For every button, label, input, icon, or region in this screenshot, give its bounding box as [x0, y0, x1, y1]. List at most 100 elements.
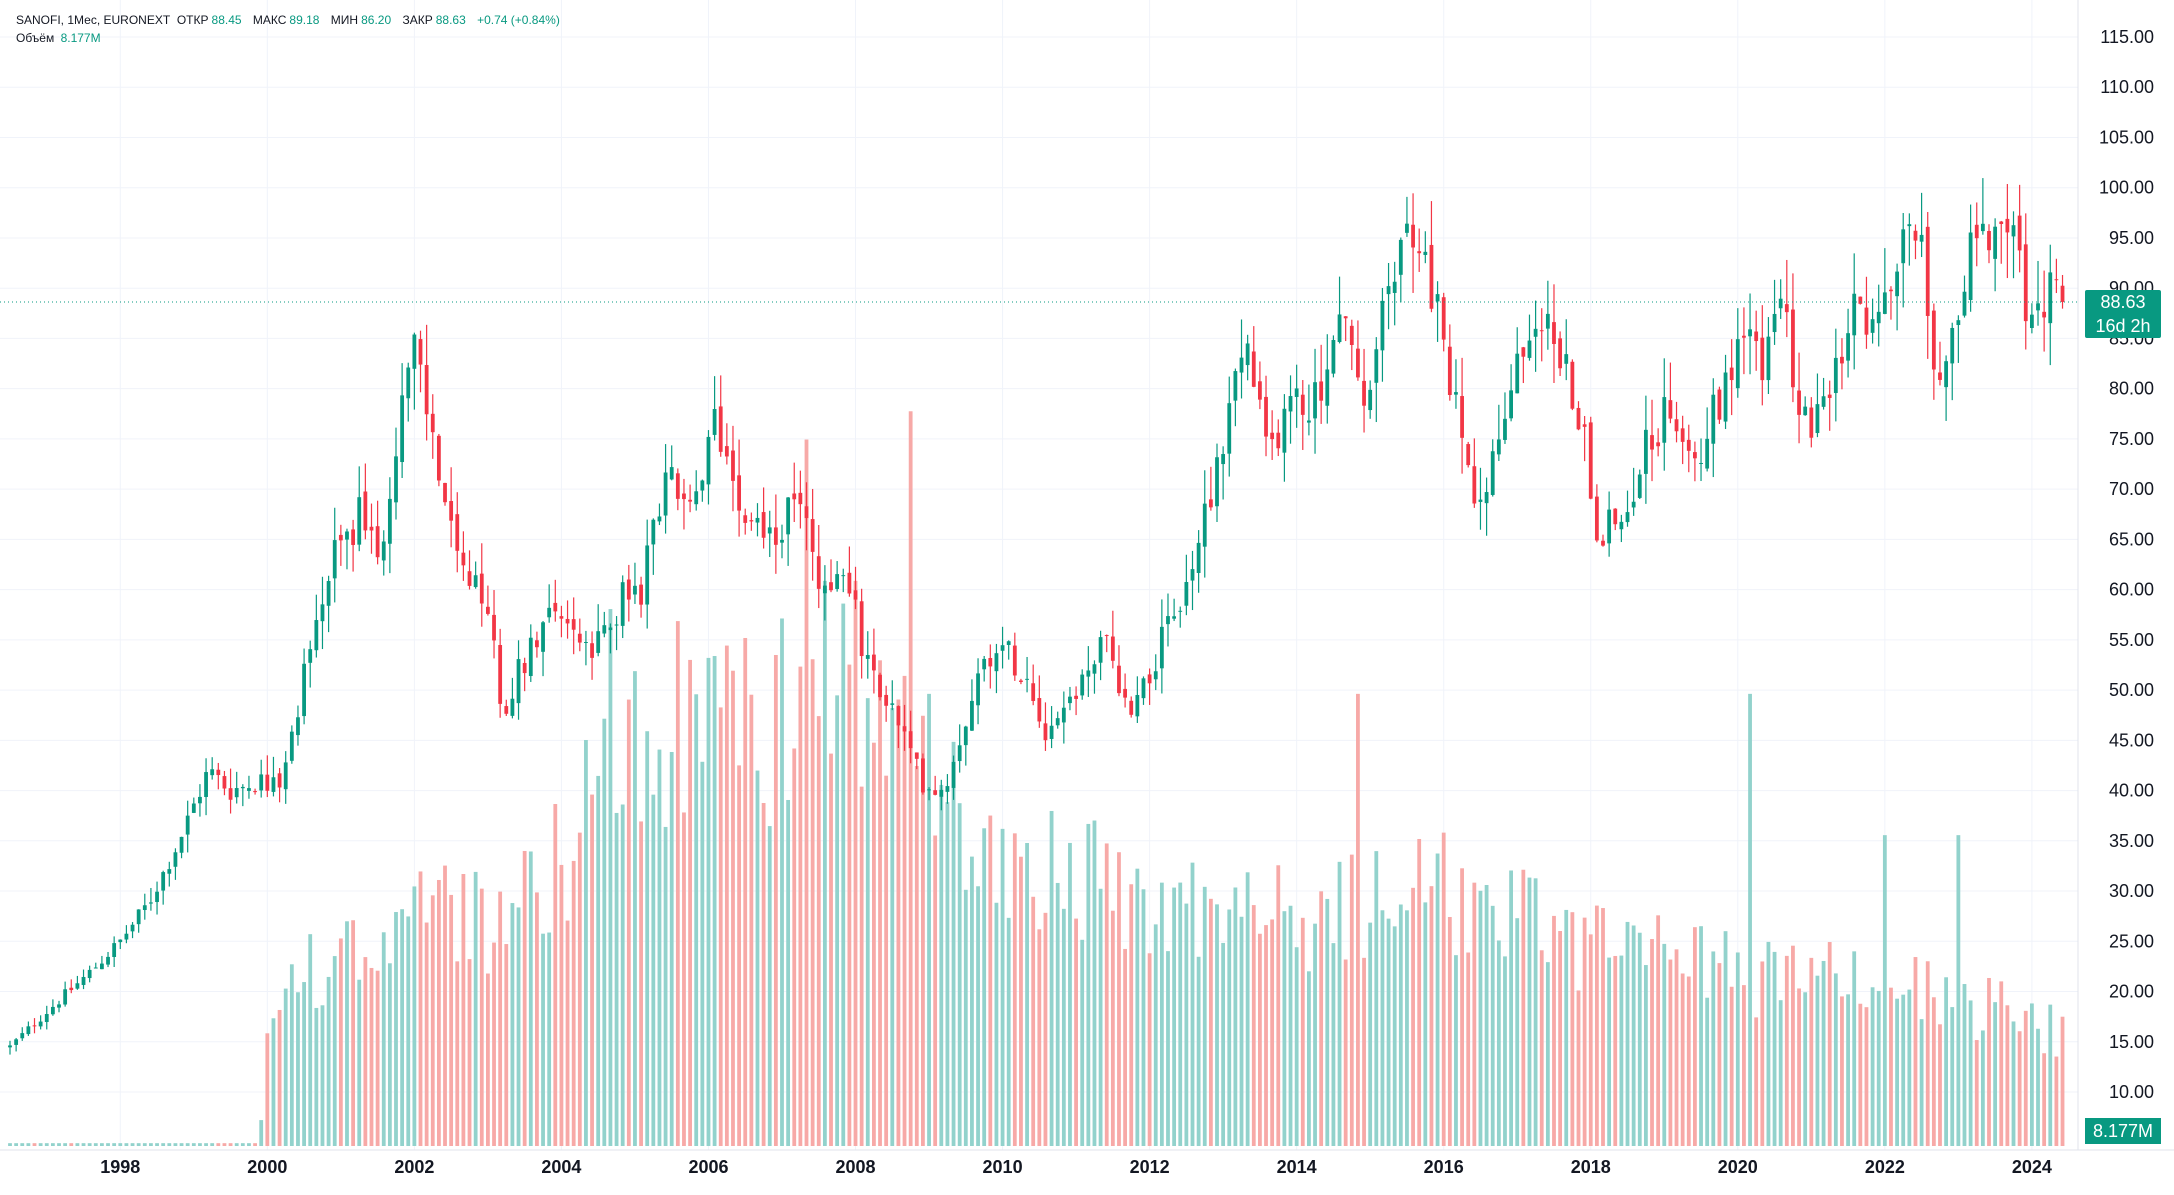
volume-bars [8, 411, 2065, 1147]
candle-up [1141, 678, 1146, 699]
volume-bar [559, 864, 564, 1146]
candle-down [2023, 244, 2028, 322]
volume-bar [1117, 852, 1121, 1146]
volume-bar [387, 963, 392, 1146]
volume-bar [1349, 854, 1354, 1146]
volume-bar [1000, 828, 1005, 1146]
candle-up [927, 789, 931, 791]
candle-up [1968, 232, 1973, 300]
volume-bar [400, 909, 405, 1146]
volume-bar [1447, 916, 1452, 1146]
candle-down [810, 519, 815, 552]
volume-bar [1576, 990, 1581, 1146]
volume-bar [1019, 856, 1023, 1146]
volume-bar [1343, 959, 1348, 1146]
candle-up [516, 659, 521, 704]
volume-bar [516, 907, 521, 1146]
volume-bar [1405, 910, 1409, 1146]
candle-down [1576, 407, 1581, 430]
volume-bar [1276, 865, 1281, 1146]
volume-bar [1509, 870, 1513, 1146]
volume-bar [1129, 884, 1134, 1146]
candle-down [682, 493, 686, 500]
volume-bar [363, 957, 368, 1146]
candle-up [1870, 319, 1875, 333]
volume-bar [1821, 960, 1826, 1146]
volume-bar [1815, 975, 1820, 1146]
volume-bar [1025, 842, 1029, 1146]
candle-down [853, 590, 858, 600]
volume-value: 8.177M [60, 31, 101, 45]
volume-bar [786, 799, 791, 1146]
candle-down [1784, 304, 1789, 313]
candle-up [786, 497, 791, 535]
price-tick-label: 105.00 [2099, 127, 2154, 147]
candle-up [1496, 439, 1501, 455]
volume-bar [87, 1143, 92, 1146]
candle-up [20, 1033, 25, 1039]
candle-down [1791, 309, 1795, 388]
price-tick-label: 110.00 [2100, 77, 2154, 97]
time-tick-label: 2018 [1571, 1157, 1611, 1177]
price-tick-label: 100.00 [2099, 178, 2154, 198]
candle-up [712, 409, 717, 435]
candle-up [1778, 298, 1783, 309]
price-tick-label: 55.00 [2109, 630, 2154, 650]
volume-bar [2054, 1056, 2059, 1146]
candle-down [1729, 367, 1734, 381]
candle-down [1521, 347, 1526, 357]
volume-bar [1772, 951, 1777, 1146]
volume-bar [216, 1143, 221, 1146]
candle-down [1019, 680, 1023, 682]
candle-up [1196, 542, 1201, 573]
candle-up [394, 456, 398, 503]
candle-down [492, 614, 496, 641]
time-axis[interactable]: 1998 2000 2002 2004 2006 2008 2010 2012 2014 2016… [100, 1157, 2052, 1177]
volume-bar [1613, 955, 1618, 1146]
candle-down [2017, 215, 2022, 251]
candle-up [1901, 229, 1906, 264]
candle-down [351, 529, 356, 545]
volume-bar [155, 1143, 159, 1146]
volume-bar [822, 580, 827, 1146]
volume-bar [1068, 842, 1072, 1146]
volume-bar [878, 660, 882, 1146]
volume-bar [1031, 896, 1036, 1146]
volume-bar [743, 637, 748, 1146]
volume-bar [375, 970, 380, 1146]
candle-up [1374, 349, 1379, 383]
volume-bar [1833, 973, 1838, 1146]
candle-up [1239, 357, 1244, 373]
volume-bar [1797, 988, 1801, 1146]
volume-bar [933, 835, 938, 1146]
candle-up [381, 541, 386, 561]
volume-bar [1086, 823, 1091, 1146]
volume-bar [847, 664, 852, 1146]
candle-up [1699, 462, 1703, 464]
candle-up [1405, 223, 1409, 233]
volume-bar [289, 964, 294, 1146]
volume-bar [1735, 952, 1740, 1146]
candle-down [443, 482, 447, 503]
candle-down [1686, 439, 1691, 451]
volume-bar [1766, 941, 1771, 1146]
candle-up [1006, 641, 1011, 645]
volume-bar [798, 666, 803, 1146]
volume-bar [773, 654, 778, 1146]
candle-down [571, 619, 576, 630]
open-label: ОТКР [176, 13, 209, 27]
volume-bar [345, 921, 349, 1146]
volume-bar [1601, 908, 1605, 1146]
candle-down [908, 731, 913, 749]
candle-down [773, 527, 778, 545]
volume-bar [755, 770, 760, 1146]
candle-up [124, 933, 129, 940]
volume-bar [81, 1143, 86, 1146]
candle-down [829, 582, 833, 591]
volume-bar [1588, 934, 1593, 1146]
volume-bar [804, 439, 809, 1146]
candle-up [1852, 293, 1857, 336]
volume-bar [1938, 1024, 1942, 1146]
volume-bar [406, 916, 411, 1146]
